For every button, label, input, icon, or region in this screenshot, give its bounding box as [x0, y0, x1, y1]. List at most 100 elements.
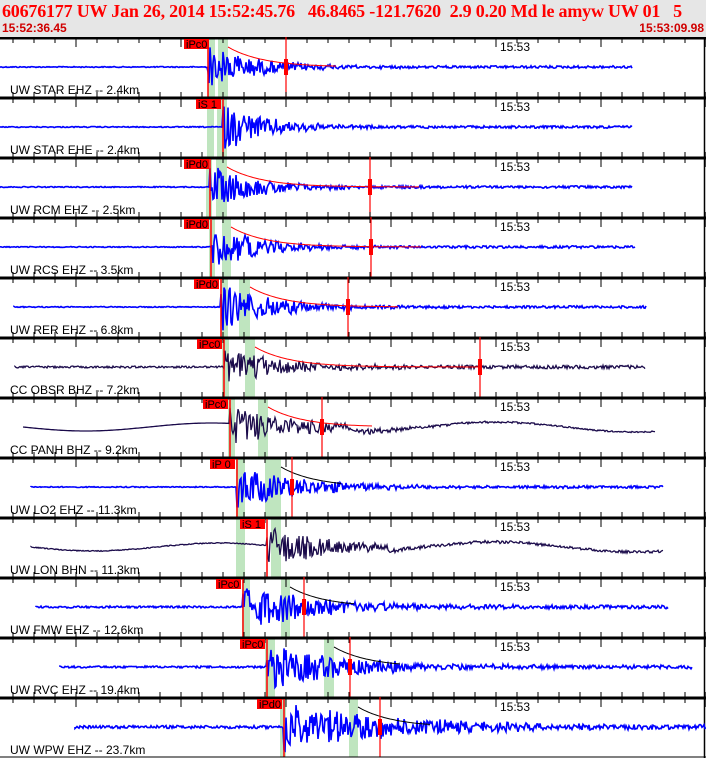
phase-pick-flag[interactable] — [210, 459, 235, 469]
station-panel[interactable]: 15:53 iS 1 UW STAR EHE -- 2.4km — [0, 92, 706, 157]
station-panel[interactable]: 15:53 iPc0 CC OBSR BHZ -- 7.2km — [0, 332, 706, 397]
phase-pick-flag[interactable] — [240, 519, 265, 529]
amplitude-bar — [302, 599, 306, 615]
minute-label: 15:53 — [500, 640, 530, 654]
station-label: UW LO2 EHZ -- 11.3km — [10, 503, 136, 517]
phase-pick-label: iPd0 — [186, 219, 208, 231]
waveform-trace — [74, 705, 706, 753]
station-panel[interactable]: 15:53 iS 1 UW LON BHN -- 11.3km — [0, 512, 706, 577]
phase-pick-label: iS 1 — [198, 99, 217, 111]
phase-window — [265, 637, 275, 697]
phase-pick-label: iPd0 — [186, 159, 208, 171]
phase-pick-label: iS 1 — [242, 519, 261, 531]
station-panel[interactable]: 15:53 iPc0 UW FMW EHZ -- 12.6km — [0, 572, 706, 637]
minute-label: 15:53 — [500, 40, 530, 54]
phase-pick-flag[interactable] — [184, 159, 209, 169]
phase-pick-flag[interactable] — [257, 699, 282, 709]
amplitude-bar — [290, 479, 294, 495]
phase-pick-flag[interactable] — [196, 99, 221, 109]
station-label: UW LON BHN -- 11.3km — [10, 563, 140, 577]
amplitude-bar — [348, 659, 352, 675]
coda-curve — [249, 286, 398, 308]
minute-label: 15:53 — [500, 220, 530, 234]
amplitude-bar — [284, 59, 288, 75]
waveform-trace — [30, 472, 664, 508]
phase-window — [280, 697, 286, 757]
minute-label: 15:53 — [500, 340, 530, 354]
coda-curve — [226, 166, 419, 188]
station-panel[interactable]: 15:53 iPd0 UW WPW EHZ -- 23.7km — [0, 692, 706, 757]
coda-curve — [357, 706, 431, 725]
phase-window — [221, 277, 228, 337]
phase-pick-flag[interactable] — [203, 399, 228, 409]
coda-curve — [289, 586, 355, 605]
station-panel[interactable]: 15:53 iPd0 UW RCS EHZ -- 3.5km — [0, 212, 706, 277]
amplitude-bar — [369, 239, 373, 255]
coda-curve — [333, 646, 401, 665]
station-label: UW WPW EHZ -- 23.7km — [10, 743, 145, 757]
minute-label: 15:53 — [500, 460, 530, 474]
waveform-trace — [30, 526, 664, 562]
phase-pick-flag[interactable] — [197, 339, 222, 349]
seismogram-panels[interactable]: 15:53 iPc0 UW STAR EHZ -- 2.4km 15:53 iS 1 UW… — [0, 37, 706, 758]
station-panel[interactable]: 15:53 iPc0 UW STAR EHZ -- 2.4km — [0, 37, 706, 97]
minute-label: 15:53 — [500, 580, 530, 594]
minute-label: 15:53 — [500, 400, 530, 414]
phase-window — [242, 577, 250, 637]
station-label: UW STAR EHE -- 2.4km — [10, 143, 140, 157]
phase-pick-flag[interactable] — [184, 39, 209, 49]
station-panel[interactable]: 15:53 iPc0 UW RVC EHZ -- 19.4km — [0, 632, 706, 697]
minute-label: 15:53 — [500, 700, 530, 714]
station-label: UW RCS EHZ -- 3.5km — [10, 263, 133, 277]
waveform-trace — [22, 407, 656, 444]
station-label: UW STAR EHZ -- 2.4km — [10, 83, 139, 97]
station-label: UW RCM EHZ -- 2.5km — [10, 203, 135, 217]
coda-curve — [230, 226, 421, 248]
minute-label: 15:53 — [500, 520, 530, 534]
phase-pick-flag[interactable] — [194, 279, 219, 289]
phase-pick-flag[interactable] — [216, 579, 241, 589]
phase-pick-flag[interactable] — [240, 639, 265, 649]
phase-window — [236, 457, 245, 517]
window-end-time: 15:53:09.98 — [639, 21, 704, 35]
phase-pick-label: iPc0 — [218, 579, 239, 591]
waveform-trace — [0, 167, 633, 203]
amplitude-bar — [478, 359, 482, 375]
amplitude-bar — [346, 299, 350, 315]
minute-label: 15:53 — [500, 100, 530, 114]
waveform-trace — [14, 350, 646, 382]
minute-label: 15:53 — [500, 160, 530, 174]
window-start-time: 15:52:36.45 — [2, 21, 67, 35]
phase-window — [271, 517, 281, 577]
coda-curve — [254, 346, 479, 368]
phase-pick-label: iPd0 — [259, 699, 281, 711]
station-panel[interactable]: 15:53 iPd0 UW RCM EHZ -- 2.5km — [0, 152, 706, 217]
station-label: UW RER EHZ -- 6.8km — [10, 323, 133, 337]
waveform-trace — [59, 648, 693, 690]
phase-pick-label: iPc0 — [205, 399, 226, 411]
minute-label: 15:53 — [500, 280, 530, 294]
waveform-trace — [0, 232, 636, 265]
phase-window — [245, 337, 255, 397]
waveform-trace — [35, 588, 669, 625]
coda-curve — [280, 466, 342, 484]
station-panel[interactable]: 15:53 iPd0 UW RER EHZ -- 6.8km — [0, 272, 706, 337]
phase-pick-label: iPc0 — [242, 639, 263, 651]
phase-pick-label: iPd0 — [196, 279, 218, 291]
station-panel[interactable]: 15:53 iPc0 CC PANH BHZ -- 9.2km — [0, 392, 706, 457]
waveform-trace — [0, 47, 633, 86]
amplitude-bar — [378, 719, 382, 735]
amplitude-bar — [320, 419, 324, 435]
coda-curve — [227, 46, 337, 67]
phase-window — [236, 517, 245, 577]
amplitude-bar — [368, 179, 372, 195]
phase-pick-flag[interactable] — [184, 219, 209, 229]
event-title: 60676177 UW Jan 26, 2014 15:52:45.76 46.… — [2, 1, 682, 21]
station-panel[interactable]: 15:53 iP 0 UW LO2 EHZ -- 11.3km — [0, 452, 706, 517]
station-label: UW RVC EHZ -- 19.4km — [10, 683, 140, 697]
phase-pick-label: iPc0 — [199, 339, 220, 351]
phase-window — [222, 337, 229, 397]
station-label: CC PANH BHZ -- 9.2km — [10, 443, 138, 457]
event-header: 60676177 UW Jan 26, 2014 15:52:45.76 46.… — [0, 0, 706, 37]
phase-pick-label: iP 0 — [212, 459, 231, 471]
